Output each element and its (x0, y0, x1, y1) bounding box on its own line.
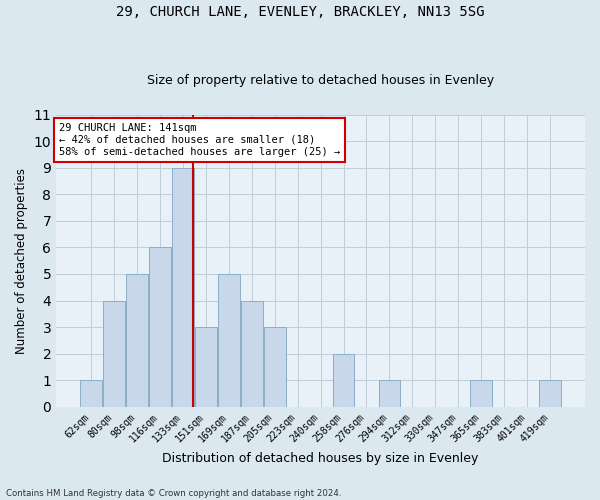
Bar (379, 380, 400, 407)
Bar (149, 248, 171, 407)
Bar (80, 380, 102, 407)
Bar (241, 300, 263, 407)
Bar (470, 380, 492, 407)
Text: 29 CHURCH LANE: 141sqm
← 42% of detached houses are smaller (18)
58% of semi-det: 29 CHURCH LANE: 141sqm ← 42% of detached… (59, 124, 340, 156)
Text: Contains HM Land Registry data © Crown copyright and database right 2024.: Contains HM Land Registry data © Crown c… (6, 488, 341, 498)
Bar (539, 380, 561, 407)
Bar (195, 327, 217, 407)
Text: 29, CHURCH LANE, EVENLEY, BRACKLEY, NN13 5SG: 29, CHURCH LANE, EVENLEY, BRACKLEY, NN13… (116, 5, 484, 19)
Y-axis label: Number of detached properties: Number of detached properties (15, 168, 28, 354)
Bar (332, 354, 355, 407)
Title: Size of property relative to detached houses in Evenley: Size of property relative to detached ho… (147, 74, 494, 87)
Bar (264, 327, 286, 407)
Bar (103, 300, 125, 407)
Bar (172, 168, 194, 407)
Bar (126, 274, 148, 407)
X-axis label: Distribution of detached houses by size in Evenley: Distribution of detached houses by size … (163, 452, 479, 465)
Bar (218, 274, 239, 407)
